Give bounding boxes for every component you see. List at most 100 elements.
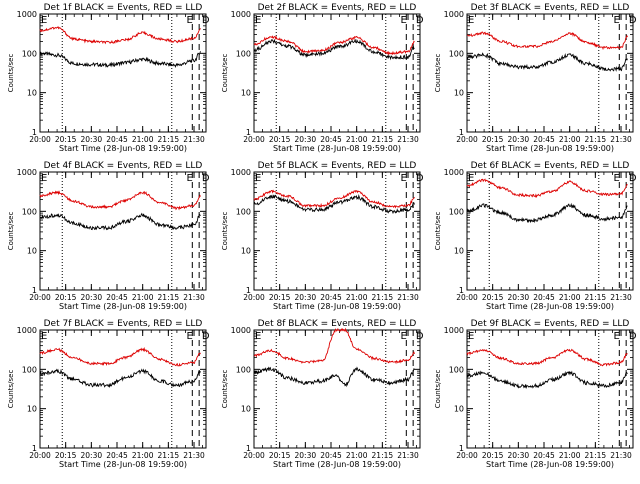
lld-series-line — [39, 25, 201, 45]
x-tick-label: 21:00 — [559, 451, 581, 460]
x-tick-label: 20:45 — [106, 135, 128, 144]
event-annotation: E — [468, 15, 474, 26]
y-tick-label: 1000 — [17, 10, 37, 19]
panel-det-9: Det 9f BLACK = Events, RED = LLD 1 10 100 10… — [434, 319, 637, 469]
events-series-line — [466, 370, 628, 390]
y-tick-label: 1 — [459, 128, 464, 137]
x-tick-label: 20:15 — [269, 451, 291, 460]
event-annotation: E — [255, 173, 261, 184]
x-tick-label: 20:15 — [269, 135, 291, 144]
y-tick-label: 10 — [454, 89, 464, 98]
x-tick-label: 21:15 — [158, 293, 180, 302]
plot-frame — [39, 13, 207, 133]
x-tick-label: 21:15 — [158, 135, 180, 144]
x-tick-label: 20:15 — [55, 135, 77, 144]
x-tick-label: 20:45 — [106, 293, 128, 302]
event-annotation: E — [186, 15, 192, 26]
event-annotation: D — [202, 331, 210, 342]
x-tick-label: 20:00 — [29, 293, 51, 302]
panel-det-8: Det 8f BLACK = Events, RED = LLD 1 10 100 10… — [221, 319, 424, 469]
x-tick-label: 21:15 — [158, 451, 180, 460]
lld-series-line — [466, 178, 628, 199]
y-tick-label: 10 — [241, 89, 251, 98]
plot-frame — [39, 171, 207, 291]
x-tick-label: 21:00 — [132, 293, 154, 302]
x-tick-label: 20:30 — [295, 451, 317, 460]
event-annotation: E — [613, 15, 619, 26]
x-tick-label: 21:30 — [397, 135, 419, 144]
event-annotation: E — [613, 331, 619, 342]
x-tick-label: 21:30 — [183, 293, 205, 302]
x-axis-label: Start Time (28-Jun-08 19:59:00) — [273, 302, 401, 311]
x-tick-label: 21:15 — [585, 135, 607, 144]
lld-series-line — [253, 189, 415, 209]
x-tick-label: 20:15 — [269, 293, 291, 302]
x-tick-label: 20:00 — [29, 451, 51, 460]
panel-title: Det 8f BLACK = Events, RED = LLD — [258, 319, 417, 329]
y-tick-label: 1 — [246, 128, 251, 137]
event-annotation: D — [416, 173, 424, 184]
y-tick-label: 1 — [246, 444, 251, 453]
event-annotation: E — [186, 173, 192, 184]
lld-series-line — [466, 31, 628, 51]
x-tick-label: 21:15 — [585, 451, 607, 460]
y-tick-label: 1 — [32, 286, 37, 295]
y-tick-label: 10 — [241, 247, 251, 256]
events-series-line — [39, 51, 201, 68]
y-axis-label: Counts/sec — [221, 54, 229, 93]
events-series-line — [253, 366, 415, 388]
plot-frame — [253, 329, 421, 449]
panel-det-3: Det 3f BLACK = Events, RED = LLD 1 10 100 10… — [434, 3, 637, 153]
x-tick-label: 21:00 — [346, 451, 368, 460]
event-annotation: E — [255, 15, 261, 26]
event-annotation: E — [468, 173, 474, 184]
panel-title: Det 2f BLACK = Events, RED = LLD — [258, 3, 417, 13]
events-series-line — [39, 368, 201, 389]
x-tick-label: 21:00 — [132, 451, 154, 460]
x-axis-label: Start Time (28-Jun-08 19:59:00) — [59, 302, 187, 311]
x-tick-label: 20:00 — [456, 451, 478, 460]
y-tick-label: 1 — [459, 444, 464, 453]
event-annotation: E — [255, 331, 261, 342]
event-annotation: E — [468, 331, 474, 342]
event-annotation: E — [400, 15, 406, 26]
y-tick-label: 1 — [32, 128, 37, 137]
y-tick-label: 100 — [22, 49, 37, 58]
plot-frame — [253, 171, 421, 291]
x-axis-label: Start Time (28-Jun-08 19:59:00) — [486, 460, 614, 469]
y-tick-label: 100 — [449, 207, 464, 216]
x-tick-label: 20:00 — [243, 293, 265, 302]
y-axis-label: Counts/sec — [7, 212, 15, 251]
y-axis-label: Counts/sec — [7, 54, 15, 93]
panel-title: Det 9f BLACK = Events, RED = LLD — [471, 319, 630, 329]
x-tick-label: 20:15 — [482, 135, 504, 144]
event-annotation: E — [41, 15, 47, 26]
y-tick-label: 1000 — [444, 326, 464, 335]
x-tick-label: 21:15 — [372, 451, 394, 460]
panel-title: Det 1f BLACK = Events, RED = LLD — [44, 3, 203, 13]
y-tick-label: 100 — [22, 207, 37, 216]
panel-title: Det 4f BLACK = Events, RED = LLD — [44, 161, 203, 171]
x-tick-label: 20:00 — [456, 293, 478, 302]
y-tick-label: 100 — [449, 49, 464, 58]
panel-det-1: Det 1f BLACK = Events, RED = LLD 1 10 100 10… — [7, 3, 210, 153]
y-tick-label: 1 — [32, 444, 37, 453]
plot-frame — [466, 13, 634, 133]
event-annotation: E — [400, 173, 406, 184]
x-tick-label: 20:00 — [456, 135, 478, 144]
x-tick-label: 20:00 — [29, 135, 51, 144]
panel-det-2: Det 2f BLACK = Events, RED = LLD 1 10 100 10… — [221, 3, 424, 153]
x-tick-label: 21:15 — [585, 293, 607, 302]
x-tick-label: 20:45 — [320, 293, 342, 302]
lld-series-line — [39, 190, 201, 211]
panel-title: Det 6f BLACK = Events, RED = LLD — [471, 161, 630, 171]
y-axis-label: Counts/sec — [221, 212, 229, 251]
x-tick-label: 21:00 — [346, 135, 368, 144]
event-annotation: E — [41, 173, 47, 184]
events-series-line — [253, 38, 415, 61]
y-tick-label: 1 — [246, 286, 251, 295]
event-annotation: D — [416, 331, 424, 342]
x-tick-label: 21:00 — [132, 135, 154, 144]
lld-series-line — [253, 327, 415, 365]
x-tick-label: 21:00 — [346, 293, 368, 302]
